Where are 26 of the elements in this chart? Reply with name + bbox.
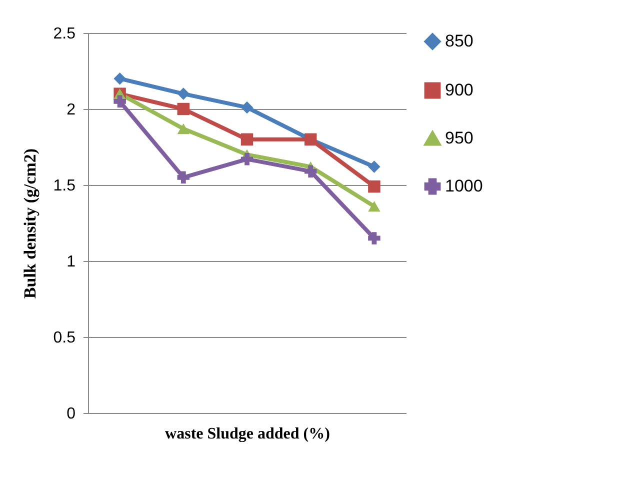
- point: [368, 200, 380, 212]
- point: [114, 95, 126, 108]
- point: [177, 123, 190, 134]
- point: [177, 102, 190, 116]
- point: [114, 72, 126, 85]
- point: [240, 101, 254, 114]
- point: [177, 171, 190, 184]
- legend-label: 850: [445, 32, 474, 50]
- y-tick-label: 0: [66, 406, 76, 422]
- y-tick-label: 1.5: [53, 178, 76, 194]
- y-tick-label: 0.5: [53, 330, 76, 346]
- legend-label: 900: [445, 80, 474, 100]
- y-tick-label: 2: [66, 102, 76, 118]
- y-axis-title: Bulk density (g/cm2): [20, 148, 40, 299]
- legend-label: 950: [445, 128, 474, 148]
- x-axis-title: waste Sludge added (%): [165, 426, 330, 442]
- legend-label: 1000: [445, 176, 483, 196]
- point: [240, 153, 254, 166]
- point: [368, 232, 380, 244]
- point: [240, 133, 254, 146]
- point: [368, 180, 380, 193]
- point: [368, 160, 380, 173]
- point: [177, 88, 190, 100]
- y-tick-label: 1: [66, 254, 76, 270]
- point: [304, 165, 317, 178]
- y-tick-label: 2.5: [53, 26, 76, 42]
